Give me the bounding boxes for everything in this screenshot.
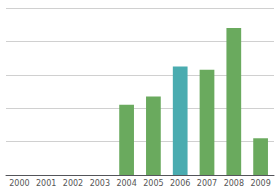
svg-text:2005: 2005 bbox=[143, 179, 163, 188]
svg-text:2008: 2008 bbox=[224, 179, 244, 188]
svg-text:2000: 2000 bbox=[9, 179, 29, 188]
svg-text:2006: 2006 bbox=[170, 179, 190, 188]
svg-text:2002: 2002 bbox=[63, 179, 83, 188]
svg-text:2004: 2004 bbox=[116, 179, 136, 188]
svg-text:2003: 2003 bbox=[90, 179, 110, 188]
svg-text:2001: 2001 bbox=[36, 179, 56, 188]
svg-text:2009: 2009 bbox=[250, 179, 270, 188]
svg-text:2007: 2007 bbox=[197, 179, 217, 188]
